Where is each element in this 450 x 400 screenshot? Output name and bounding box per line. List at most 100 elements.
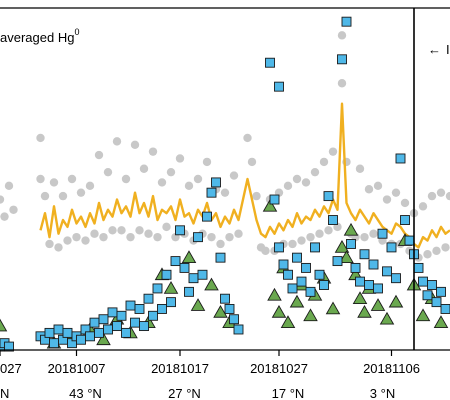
gray-point-24 — [121, 174, 131, 184]
square-point-29 — [152, 283, 163, 294]
latitude-label-1: 27 °N — [168, 386, 201, 400]
triangle-point-22 — [303, 308, 318, 322]
square-point-2 — [4, 341, 14, 352]
triangle-point-30 — [352, 291, 368, 305]
triangle-point-33 — [370, 298, 386, 311]
square-point-62 — [323, 191, 334, 202]
plot-area — [0, 16, 450, 352]
triangle-point-27 — [339, 250, 354, 263]
annotation: ← I — [428, 42, 450, 57]
square-point-5 — [44, 327, 55, 338]
square-point-33 — [170, 256, 181, 267]
gray-point-14 — [76, 188, 86, 197]
gray-point-62 — [297, 236, 306, 245]
gray-point-80 — [369, 229, 378, 238]
square-point-68 — [350, 262, 361, 273]
triangle-point-28 — [343, 222, 359, 236]
latitude-label-4: N — [0, 386, 9, 400]
gray-point-91 — [418, 202, 428, 211]
gray-point-17 — [90, 229, 99, 238]
triangle-point-11 — [190, 298, 206, 311]
square-point-53 — [283, 269, 293, 280]
square-point-24 — [130, 317, 140, 328]
square-point-27 — [143, 293, 154, 304]
square-point-67 — [346, 239, 356, 249]
latitude-label-2: 17 °N — [272, 386, 305, 400]
square-point-46 — [229, 314, 239, 325]
gray-point-28 — [139, 164, 149, 173]
square-point-28 — [148, 310, 158, 321]
square-point-48 — [265, 57, 275, 68]
square-point-75 — [382, 266, 392, 277]
triangle-point-17 — [271, 304, 287, 318]
date-tick-label-2: 20181017 — [151, 361, 209, 376]
gray-point-50 — [243, 133, 252, 143]
square-point-66 — [341, 16, 352, 27]
axes: 027 20181007 20181017 20181027 20181106 43 °N… — [0, 7, 450, 400]
gray-point-11 — [63, 236, 72, 245]
gray-point-66 — [315, 229, 324, 238]
square-point-51 — [274, 242, 284, 253]
triangle-point-9 — [163, 281, 179, 294]
gray-point-71 — [337, 31, 347, 40]
triangle-point-19 — [280, 315, 296, 328]
gray-point-54 — [261, 246, 270, 256]
gray-point-97 — [445, 191, 450, 201]
triangle-point-4 — [96, 332, 111, 346]
gray-point-5 — [36, 174, 45, 184]
gray-point-95 — [436, 188, 446, 197]
date-tick-label-1: 20181007 — [48, 361, 106, 376]
triangle-point-26 — [334, 239, 350, 253]
square-point-76 — [386, 242, 397, 253]
triangle-point-16 — [267, 287, 282, 301]
gray-point-18 — [94, 150, 104, 160]
square-point-16 — [94, 327, 104, 338]
triangle-point-12 — [204, 277, 219, 291]
triangle-point-31 — [357, 304, 372, 318]
latitude-label-3: 3 °N — [370, 386, 395, 400]
square-point-6 — [49, 338, 59, 349]
square-point-25 — [134, 304, 145, 314]
gray-point-51 — [247, 157, 257, 167]
triangle-point-38 — [415, 308, 431, 322]
annotation-arrow: ← — [428, 42, 441, 57]
gray-point-47 — [225, 232, 234, 242]
gray-point-3 — [9, 205, 18, 214]
gray-point-63 — [301, 178, 311, 187]
square-point-42 — [211, 177, 221, 188]
triangle-point-13 — [213, 304, 228, 318]
gray-point-21 — [108, 226, 117, 235]
gray-point-68 — [324, 226, 333, 235]
square-point-86 — [431, 297, 442, 308]
square-point-82 — [413, 262, 424, 273]
legend-text: averaged Hg0 — [0, 27, 79, 45]
gray-point-78 — [360, 232, 369, 242]
gray-point-31 — [153, 232, 162, 242]
square-point-63 — [328, 215, 338, 225]
square-point-17 — [98, 314, 109, 325]
average-line — [39, 102, 450, 249]
gray-point-34 — [166, 167, 176, 177]
gray-point-83 — [382, 195, 392, 204]
square-point-85 — [427, 280, 437, 290]
gray-point-25 — [126, 232, 135, 242]
square-point-44 — [220, 293, 230, 304]
gray-point-77 — [355, 164, 365, 173]
gray-point-36 — [175, 154, 185, 163]
gray-point-12 — [67, 174, 77, 184]
gray-point-0 — [0, 195, 5, 204]
square-point-55 — [292, 252, 302, 263]
square-point-12 — [76, 334, 86, 345]
gray-point-4 — [36, 133, 45, 143]
gray-point-8 — [49, 178, 59, 187]
gray-point-69 — [328, 147, 338, 156]
square-point-74 — [377, 228, 388, 239]
square-point-40 — [202, 211, 212, 222]
square-point-73 — [373, 283, 383, 294]
square-point-87 — [436, 286, 446, 297]
gray-point-61 — [292, 174, 302, 184]
legend: averaged Hg0 — [0, 27, 79, 45]
square-point-39 — [197, 269, 208, 280]
gray-point-60 — [288, 239, 297, 249]
gray-point-81 — [373, 181, 383, 191]
